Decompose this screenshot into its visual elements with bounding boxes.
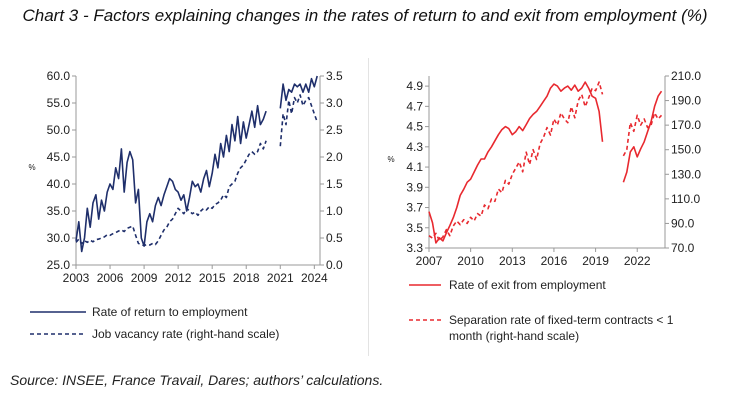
- right-y-tick-label: 2.5: [326, 123, 343, 137]
- right-y-tick-label: 130.0: [671, 167, 701, 181]
- x-tick-label: 2009: [131, 271, 158, 285]
- y-axis-unit-label: %: [28, 163, 35, 172]
- y-axis-unit-label: %: [387, 155, 394, 164]
- chart-panel-return-to-employment: 25.0 30.0 35.0 40.0 45.0 50.0 55.0 60.0 0.0 0.5 1.…: [8, 58, 352, 356]
- right-y-tick-label: 190.0: [671, 94, 701, 108]
- left-y-tick-label: 40.0: [47, 177, 71, 191]
- x-tick-label: 2003: [63, 271, 90, 285]
- x-tick-label: 2022: [624, 254, 651, 268]
- chart-exit-from-employment: 3.3 3.5 3.7 3.9 4.1 4.3 4.5 4.7 4.9 70.0 90.0 110.0…: [387, 69, 701, 343]
- right-y-tick-label: 210.0: [671, 69, 701, 83]
- x-tick-label: 2024: [301, 271, 328, 285]
- source-note: Source: INSEE, France Travail, Dares; au…: [10, 372, 384, 388]
- left-y-tick-label: 25.0: [47, 258, 71, 272]
- x-tick-label: 2010: [457, 254, 484, 268]
- left-y-tick-label: 60.0: [47, 69, 71, 83]
- x-tick-label: 2012: [165, 271, 192, 285]
- left-y-tick-label: 55.0: [47, 96, 71, 110]
- left-y-tick-label: 4.7: [406, 99, 423, 113]
- right-y-tick-label: 0.5: [326, 231, 343, 245]
- right-y-tick-label: 1.5: [326, 177, 343, 191]
- legend-label: Job vacancy rate (right-hand scale): [92, 327, 279, 341]
- right-y-tick-label: 150.0: [671, 143, 701, 157]
- legend-label: Rate of exit from employment: [449, 278, 606, 292]
- right-y-tick-label: 1.0: [326, 204, 343, 218]
- left-y-tick-label: 4.5: [406, 120, 423, 134]
- series-line-secondary: [75, 94, 318, 247]
- left-y-tick-label: 30.0: [47, 231, 71, 245]
- right-y-tick-label: 110.0: [671, 192, 700, 206]
- left-y-tick-label: 3.9: [406, 180, 423, 194]
- left-y-tick-label: 45.0: [47, 150, 71, 164]
- legend-label: Separation rate of fixed-term contracts …: [449, 313, 674, 343]
- chart-return-to-employment: 25.0 30.0 35.0 40.0 45.0 50.0 55.0 60.0 0.0 0.5 1.…: [28, 69, 343, 341]
- legend-label: Rate of return to employment: [92, 305, 248, 319]
- series-line-primary: [75, 75, 318, 253]
- chart-panel-exit-from-employment: 3.3 3.5 3.7 3.9 4.1 4.3 4.5 4.7 4.9 70.0 90.0 110.0…: [368, 58, 709, 356]
- x-tick-label: 2016: [541, 254, 568, 268]
- x-tick-label: 2006: [97, 271, 124, 285]
- legend-label-line: month (right-hand scale): [449, 329, 579, 343]
- series-line-primary: [428, 81, 663, 244]
- x-tick-label: 2021: [267, 271, 294, 285]
- x-tick-label: 2007: [416, 254, 443, 268]
- chart-title: Chart 3 - Factors explaining changes in …: [22, 6, 708, 25]
- x-tick-label: 2013: [499, 254, 526, 268]
- right-y-tick-label: 3.0: [326, 96, 343, 110]
- legend-label-line: Separation rate of fixed-term contracts …: [449, 313, 674, 327]
- right-y-tick-label: 0.0: [326, 258, 343, 272]
- left-y-tick-label: 4.3: [406, 140, 423, 154]
- left-y-tick-label: 3.3: [406, 241, 423, 255]
- right-y-tick-label: 3.5: [326, 69, 343, 83]
- left-y-tick-label: 50.0: [47, 123, 71, 137]
- left-y-tick-label: 4.9: [406, 79, 423, 93]
- right-y-tick-label: 90.0: [671, 216, 695, 230]
- left-y-tick-label: 4.1: [406, 160, 423, 174]
- right-y-tick-label: 170.0: [671, 118, 701, 132]
- series-line-secondary: [428, 81, 663, 242]
- right-y-tick-label: 2.0: [326, 150, 343, 164]
- x-tick-label: 2019: [582, 254, 609, 268]
- x-tick-label: 2015: [199, 271, 226, 285]
- left-y-tick-label: 35.0: [47, 204, 71, 218]
- right-y-tick-label: 70.0: [671, 241, 695, 255]
- left-y-tick-label: 3.5: [406, 221, 423, 235]
- left-y-tick-label: 3.7: [406, 201, 423, 215]
- x-tick-label: 2018: [233, 271, 260, 285]
